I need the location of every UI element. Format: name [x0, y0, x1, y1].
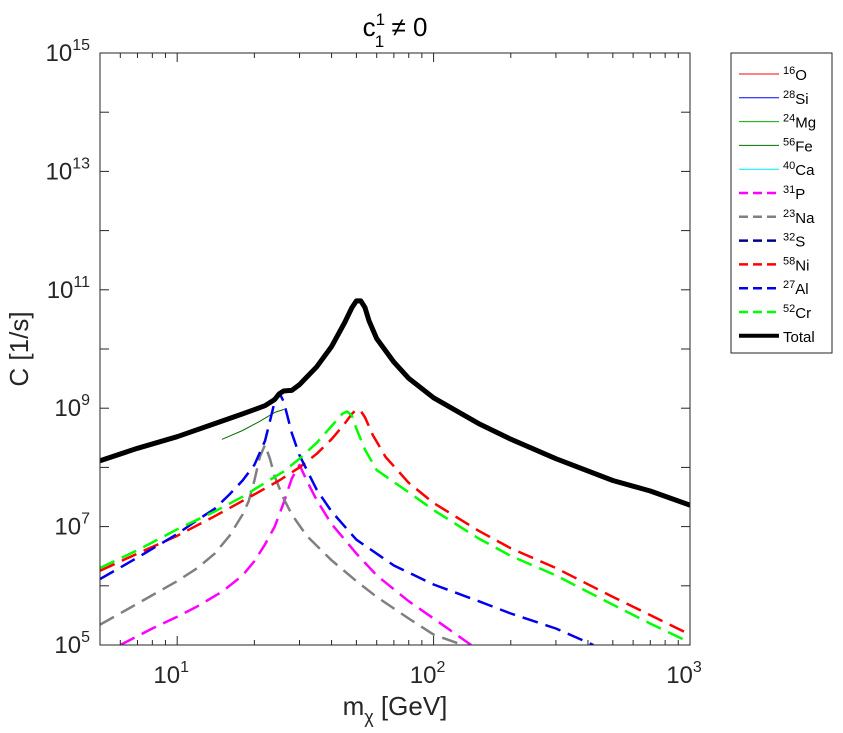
x-axis-label: mχ [GeV]	[343, 691, 448, 727]
series-line-p	[119, 463, 472, 645]
legend-label-al: 27Al	[783, 279, 809, 298]
y-tick-label: 105	[54, 629, 90, 659]
series-line-total	[100, 298, 690, 508]
plot-area	[100, 53, 690, 645]
legend-label-si: 28Si	[783, 89, 809, 108]
x-ticks: 101 102 103	[99, 53, 702, 689]
series-line-fe	[221, 409, 285, 440]
legend-label-ni: 58Ni	[783, 255, 809, 274]
legend-label-p: 31P	[783, 184, 805, 203]
y-tick-label: 1015	[46, 37, 91, 67]
x-tick-label: 101	[153, 659, 189, 689]
legend-label-ca: 40Ca	[783, 160, 815, 179]
chart-title: c1 1 ≠ 0	[363, 10, 428, 51]
y-axis-label: C [1/s]	[4, 311, 34, 386]
legend-box	[730, 52, 833, 354]
series-group	[100, 298, 690, 645]
series-line-na	[100, 443, 464, 645]
y-tick-label: 1013	[46, 155, 91, 185]
legend: 16O 28Si 24Mg 56Fe 40Ca 31P 23Na 32S 58Ni 27Al 52C…	[730, 52, 833, 354]
y-tick-label: 1011	[47, 274, 90, 304]
series-line-cr	[100, 410, 690, 644]
legend-label-s: 32S	[783, 232, 805, 251]
legend-label-total: Total	[783, 329, 815, 346]
legend-label-na: 23Na	[783, 208, 815, 227]
legend-label-o: 16O	[783, 65, 807, 84]
y-tick-label: 109	[54, 392, 90, 422]
legend-label-fe: 56Fe	[783, 136, 813, 155]
y-tick-label: 107	[54, 511, 90, 541]
legend-label-mg: 24Mg	[783, 113, 816, 132]
y-ticks: 105 107 109 1011 1013 1015	[46, 37, 690, 659]
series-line-al	[100, 391, 594, 645]
x-tick-label: 103	[666, 659, 702, 689]
x-tick-label: 102	[410, 659, 446, 689]
legend-label-cr: 52Cr	[783, 303, 811, 322]
